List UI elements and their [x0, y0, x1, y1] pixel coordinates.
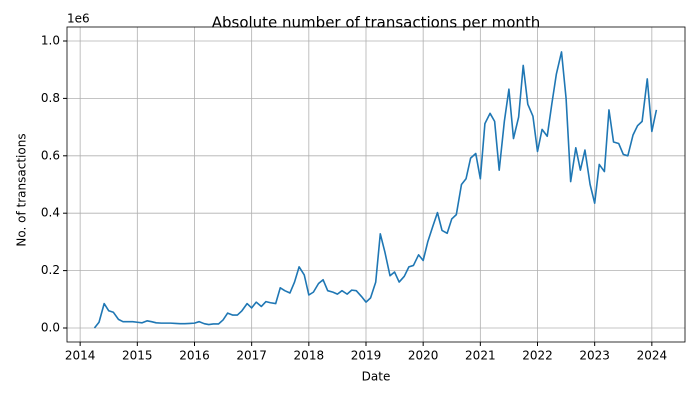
x-tick-label: 2017	[236, 349, 267, 363]
y-tick-label: 0.6	[41, 148, 60, 162]
x-tick-label: 2022	[522, 349, 553, 363]
x-tick-label: 2019	[351, 349, 382, 363]
y-tick-label: 0.2	[41, 263, 60, 277]
x-tick-label: 2014	[65, 349, 96, 363]
x-tick-label: 2018	[294, 349, 325, 363]
x-tick-label: 2024	[637, 349, 668, 363]
data-line	[93, 51, 658, 329]
x-tick-label: 2021	[465, 349, 496, 363]
x-tick-label: 2016	[179, 349, 210, 363]
x-tick-label: 2015	[122, 349, 153, 363]
y-tick-label: 0.4	[41, 206, 60, 220]
chart-title: Absolute number of transactions per mont…	[212, 14, 541, 32]
x-axis-label: Date	[362, 370, 391, 384]
x-tick-label: 2023	[579, 349, 610, 363]
y-tick-label: 0.0	[41, 320, 60, 334]
y-axis-label: No. of transactions	[15, 133, 29, 246]
plot-frame	[66, 26, 686, 343]
y-tick-label: 1.0	[41, 34, 60, 48]
y-offset-label: 1e6	[67, 12, 90, 26]
y-tick-label: 0.8	[41, 91, 60, 105]
x-tick-label: 2020	[408, 349, 439, 363]
